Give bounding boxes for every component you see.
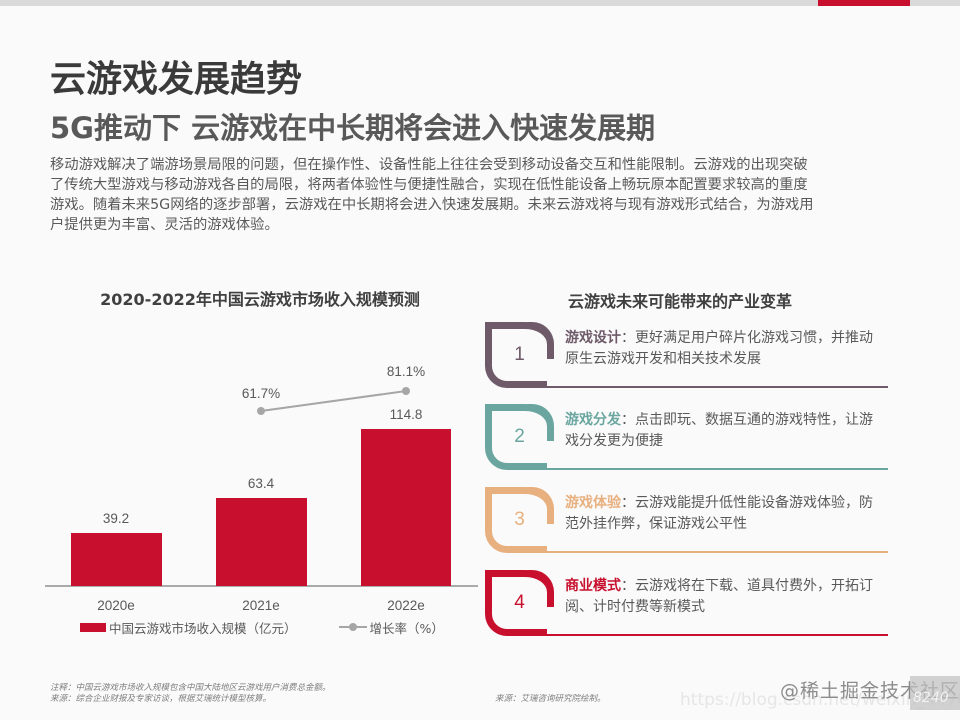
intro-line: 移动游戏解决了端游场景局限的问题，但在操作性、设备性能上往往会受到移动设备交互和… — [50, 157, 808, 173]
card-body: 云游戏能提升低性能设备游戏体验，防范外挂作弊，保证游戏公平性 — [565, 495, 873, 532]
top-bar — [0, 0, 960, 6]
change-card-1: 1 游戏设计：更好满足用户碎片化游戏习惯，并推动原生云游戏开发和相关技术发展 — [485, 322, 888, 388]
card-number-badge: 3 — [485, 487, 554, 553]
x-tick-label: 2021e — [242, 598, 280, 613]
card-number: 3 — [514, 509, 525, 530]
chart-legend: 中国云游戏市场收入规模（亿元） 增长率（%） — [80, 617, 444, 637]
page-title: 云游戏发展趋势 — [50, 59, 303, 100]
footnote-note: 注释：中国云游戏市场收入规模包含中国大陆地区云游戏用户消费总金额。 — [50, 683, 331, 693]
growth-point — [257, 407, 265, 415]
chart-title: 2020-2022年中国云游戏市场收入规模预测 — [100, 290, 420, 309]
card-number-badge: 4 — [485, 570, 554, 636]
card-heading: 游戏体验 — [565, 495, 621, 511]
x-tick-label: 2020e — [97, 598, 135, 613]
card-number: 2 — [514, 426, 525, 447]
legend-line-label: 增长率（%） — [369, 620, 444, 636]
intro-line: 了传统大型游戏与移动游戏各自的局限，将两者体验性与便捷性融合，实现在低性能设备上… — [50, 177, 808, 193]
bar-value-label: 63.4 — [248, 476, 275, 491]
change-card-3: 3 游戏体验：云游戏能提升低性能设备游戏体验，防范外挂作弊，保证游戏公平性 — [485, 487, 888, 553]
card-underline — [540, 551, 888, 553]
card-heading: 游戏分发 — [565, 412, 621, 428]
card-text: 游戏设计：更好满足用户碎片化游戏习惯，并推动原生云游戏开发和相关技术发展 — [565, 330, 873, 367]
card-heading: 游戏设计 — [565, 330, 621, 346]
footnote-source: 来源：综合企业财报及专家访谈，根据艾瑞统计模型核算。 — [50, 694, 272, 704]
change-card-2: 2 游戏分发：点击即玩、数据互通的游戏特性，让游戏分发更为便捷 — [485, 404, 888, 470]
intro-paragraph: 移动游戏解决了端游场景局限的问题，但在操作性、设备性能上往往会受到移动设备交互和… — [50, 155, 910, 235]
legend-bar-swatch — [80, 622, 106, 632]
changes-title: 云游戏未来可能带来的产业变革 — [567, 292, 792, 311]
growth-line — [260, 390, 407, 412]
card-number-badge: 2 — [485, 404, 554, 470]
bar-value-label: 39.2 — [103, 511, 129, 526]
change-card-4: 4 商业模式：云游戏将在下载、道具付费外，开拓订阅、计时付费等新模式 — [485, 570, 888, 636]
card-number: 4 — [514, 592, 525, 613]
top-accent-bar — [818, 0, 910, 6]
card-text: 游戏分发：点击即玩、数据互通的游戏特性，让游戏分发更为便捷 — [565, 412, 873, 449]
legend-bar-label: 中国云游戏市场收入规模（亿元） — [109, 620, 297, 636]
card-underline — [540, 468, 888, 470]
card-underline — [540, 634, 888, 636]
bar-value-label: 114.8 — [390, 407, 423, 422]
intro-line: 游戏。随着未来5G网络的逐步部署，云游戏在中长期将会进入快速发展期。未来云游戏将… — [50, 197, 814, 213]
growth-value-label: 61.7% — [242, 386, 280, 401]
page-number: 8240 — [913, 690, 949, 706]
bar-2020e — [71, 533, 162, 586]
card-heading: 商业模式 — [565, 578, 621, 594]
watermark-url: https://blog.csdn.net/weixin_4470 — [680, 690, 960, 710]
card-underline — [540, 386, 888, 388]
growth-point — [402, 387, 410, 395]
card-text: 商业模式：云游戏将在下载、道具付费外，开拓订阅、计时付费等新模式 — [565, 578, 873, 615]
bar-2022e — [361, 429, 451, 586]
page-number-box — [910, 676, 960, 710]
chart-footnote: 注释：中国云游戏市场收入规模包含中国大陆地区云游戏用户消费总金额。 来源：综合企… — [50, 683, 331, 705]
x-tick-label: 2022e — [387, 598, 425, 613]
page-subtitle: 5G推动下 云游戏在中长期将会进入快速发展期 — [50, 111, 656, 145]
card-text: 游戏体验：云游戏能提升低性能设备游戏体验，防范外挂作弊，保证游戏公平性 — [565, 495, 873, 532]
card-body: 更好满足用户碎片化游戏习惯，并推动原生云游戏开发和相关技术发展 — [565, 330, 873, 367]
legend-line-swatch — [338, 623, 367, 631]
card-body: 点击即玩、数据互通的游戏特性，让游戏分发更为便捷 — [565, 412, 873, 449]
growth-value-label: 81.1% — [387, 364, 425, 379]
intro-line: 户提供更为丰富、灵活的游戏体验。 — [50, 217, 279, 233]
right-source-note: 来源：艾瑞咨询研究院绘制。 — [495, 694, 606, 704]
card-number-badge: 1 — [485, 322, 554, 388]
card-number: 1 — [514, 344, 525, 365]
bar-2021e — [216, 498, 307, 586]
card-body: 云游戏将在下载、道具付费外，开拓订阅、计时付费等新模式 — [565, 578, 873, 615]
